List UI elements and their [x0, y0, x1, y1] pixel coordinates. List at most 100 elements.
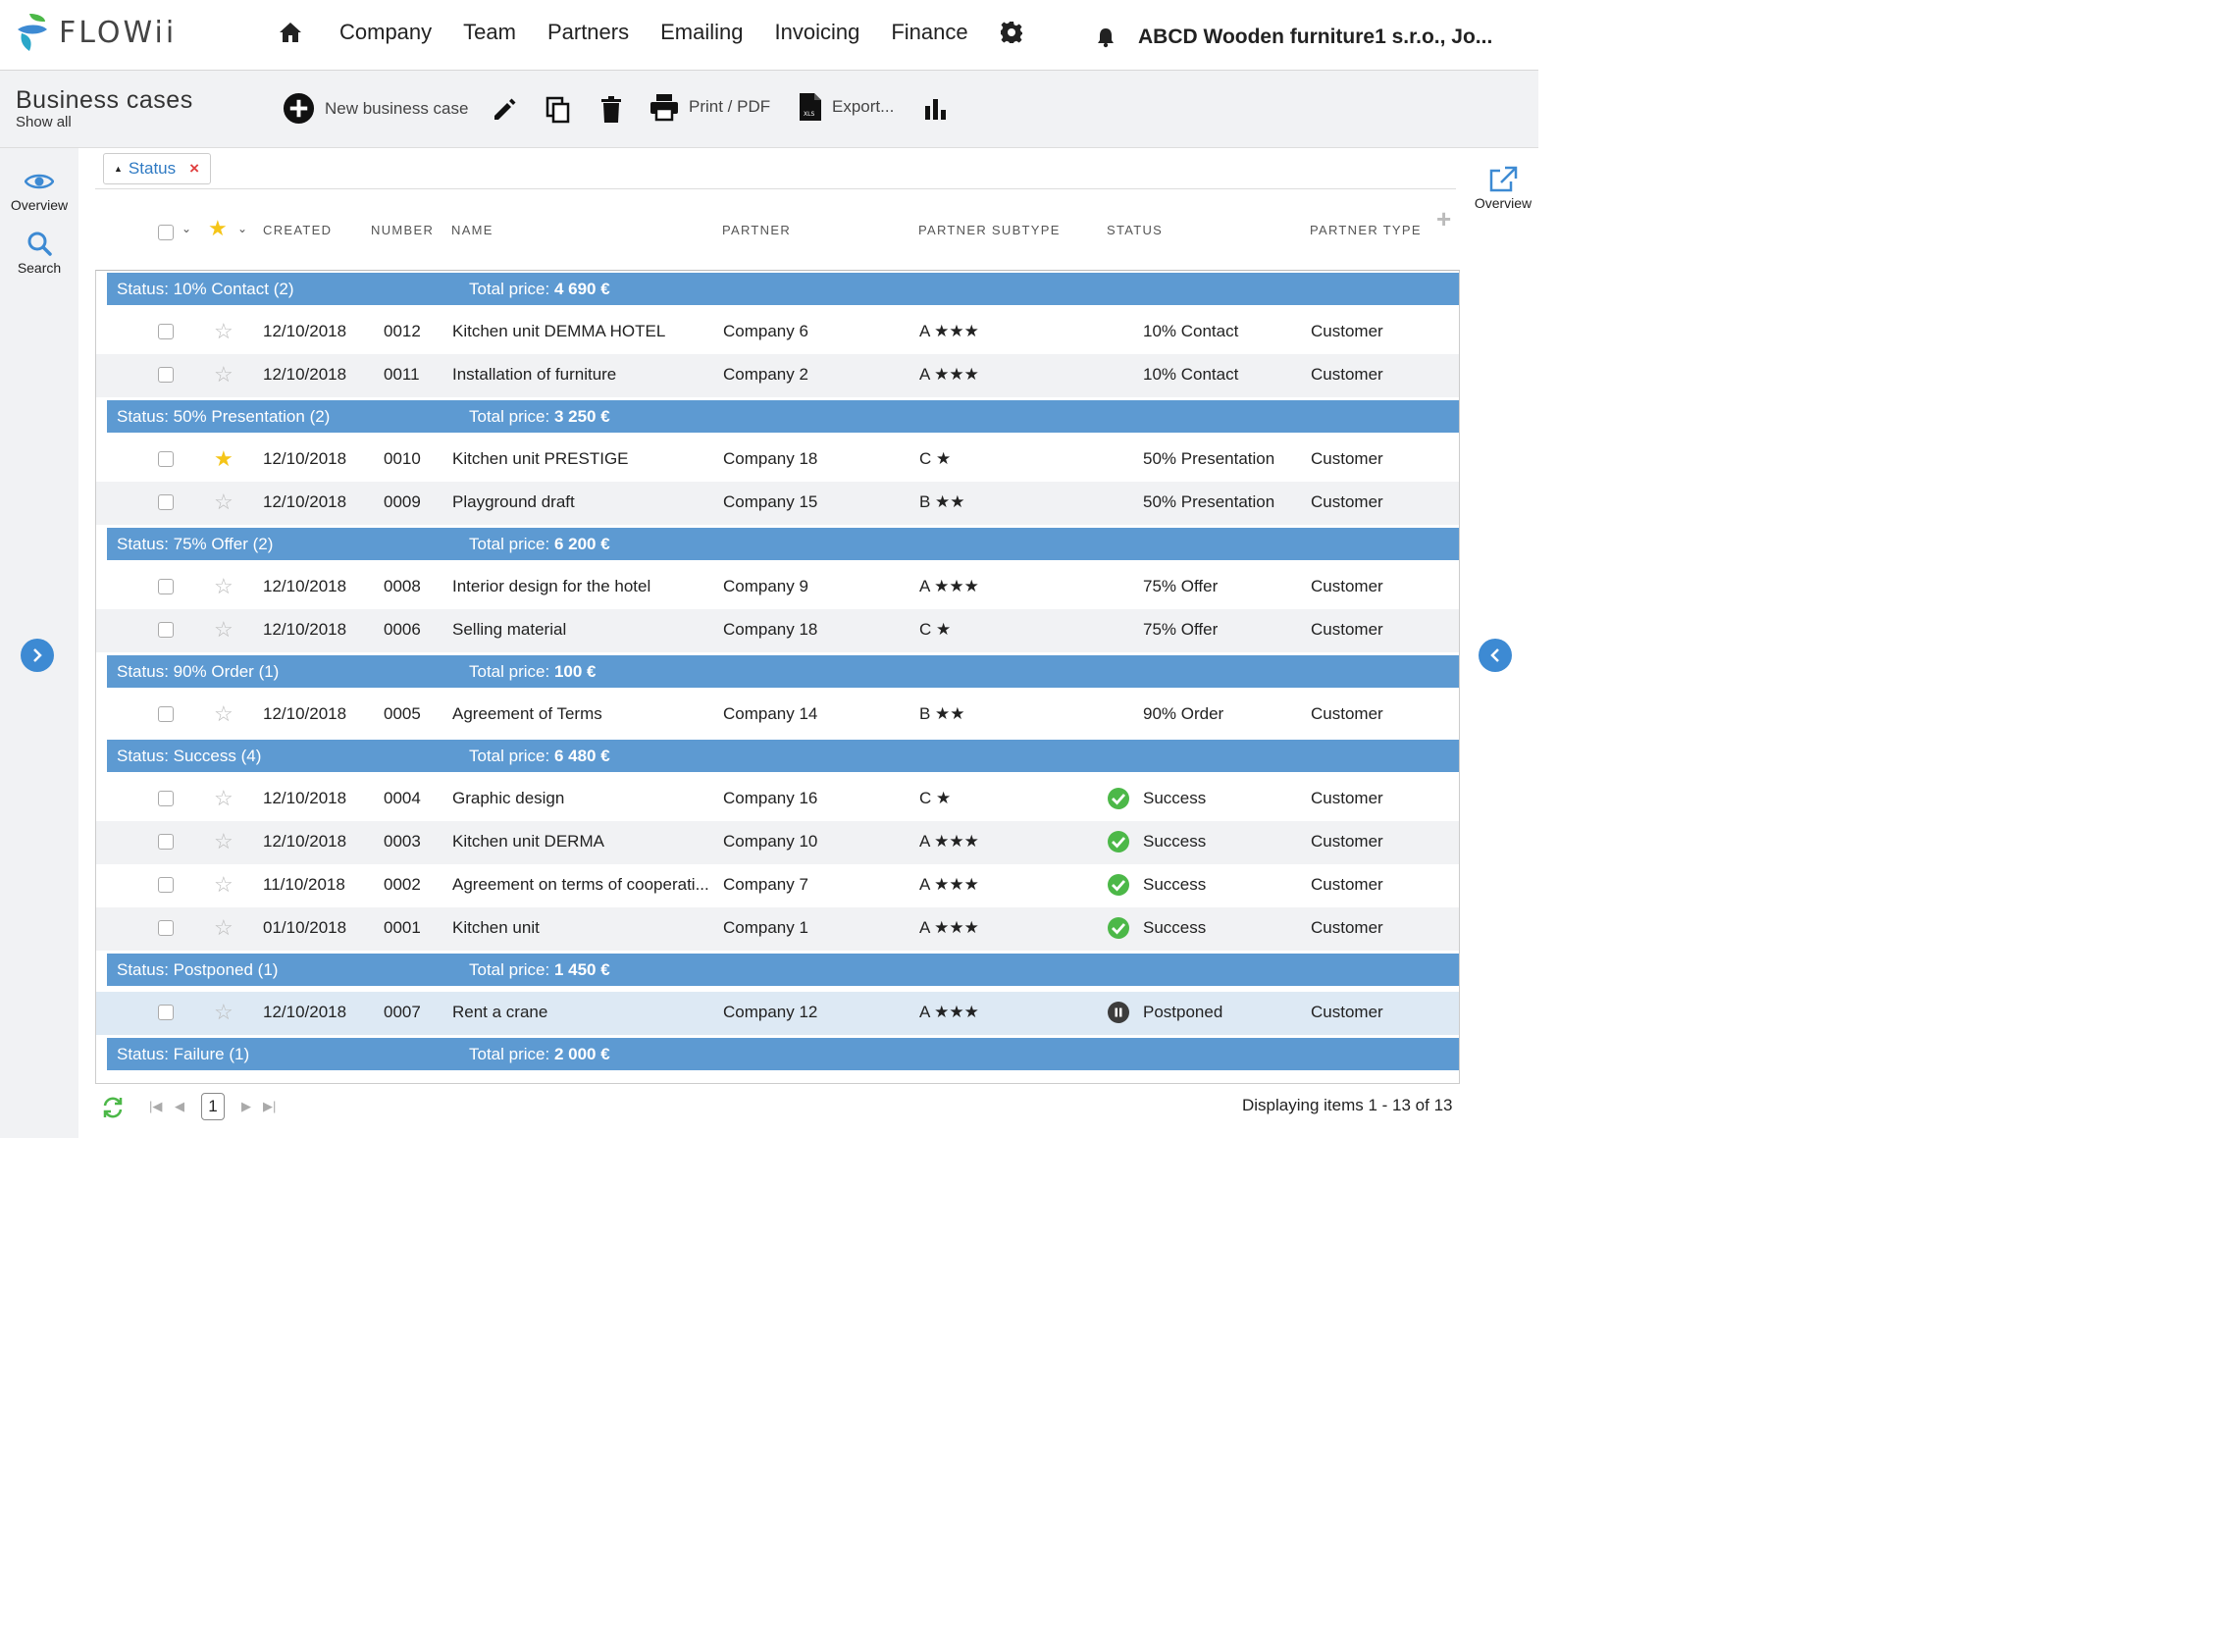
export-button[interactable]: XLS Export...	[799, 92, 894, 122]
cell-name[interactable]: Selling material	[452, 620, 567, 639]
star-outline-icon[interactable]: ☆	[214, 574, 234, 598]
status-group-header[interactable]: Status: 50% Presentation (2) Total price:…	[107, 400, 1459, 433]
table-row[interactable]: ☆ 12/10/2018 0008 Interior design for the h…	[96, 566, 1459, 609]
refresh-icon[interactable]	[102, 1097, 124, 1118]
home-icon[interactable]	[279, 20, 304, 45]
next-page-icon[interactable]: ▶	[241, 1099, 251, 1113]
col-status[interactable]: STATUS	[1107, 223, 1164, 237]
nav-team[interactable]: Team	[463, 20, 516, 44]
star-outline-icon[interactable]: ☆	[214, 1000, 234, 1024]
cell-partner[interactable]: Company 16	[723, 789, 818, 807]
star-outline-icon[interactable]: ☆	[214, 319, 234, 343]
edit-button[interactable]	[493, 96, 518, 122]
status-group-header[interactable]: Status: 75% Offer (2) Total price: 6 200 …	[107, 528, 1459, 560]
remove-group-icon[interactable]: ×	[189, 159, 200, 178]
star-outline-icon[interactable]: ☆	[214, 872, 234, 897]
cell-name[interactable]: Interior design for the hotel	[452, 577, 651, 595]
delete-button[interactable]	[600, 96, 622, 124]
table-row[interactable]: ☆ 12/10/2018 0003 Kitchen unit DERMA Company…	[96, 821, 1459, 864]
first-page-icon[interactable]: |◀	[149, 1099, 163, 1113]
status-group-header[interactable]: Status: Postponed (1) Total price: 1 450 …	[107, 954, 1459, 986]
cell-partner[interactable]: Company 12	[723, 1003, 818, 1021]
star-outline-icon[interactable]: ☆	[214, 829, 234, 853]
row-checkbox[interactable]	[158, 367, 174, 383]
cell-partner[interactable]: Company 15	[723, 492, 818, 511]
prev-page-icon[interactable]: ◀	[175, 1099, 184, 1113]
nav-emailing[interactable]: Emailing	[660, 20, 744, 44]
cell-partner[interactable]: Company 7	[723, 875, 808, 894]
cell-name[interactable]: Agreement on terms of cooperati...	[452, 875, 709, 894]
col-partner-type[interactable]: PARTNER TYPE	[1310, 223, 1422, 237]
row-checkbox[interactable]	[158, 1005, 174, 1020]
status-group-header[interactable]: Status: 90% Order (1) Total price: 100 €	[107, 655, 1459, 688]
cell-name[interactable]: Playground draft	[452, 492, 575, 511]
cell-name[interactable]: Kitchen unit DERMA	[452, 832, 604, 851]
status-group-header[interactable]: Status: Failure (1) Total price: 2 000 €	[107, 1038, 1459, 1070]
table-row[interactable]: ☆ 11/10/2018 0002 Agreement on terms of coo…	[96, 864, 1459, 907]
overview-popout[interactable]: Overview	[1468, 166, 1538, 211]
select-all-checkbox[interactable]	[158, 225, 174, 240]
row-checkbox[interactable]	[158, 579, 174, 594]
flowii-logo[interactable]: FLOWii	[16, 12, 177, 53]
nav-company[interactable]: Company	[339, 20, 433, 44]
star-outline-icon[interactable]: ☆	[214, 701, 234, 726]
view-filter-link[interactable]: Show all	[16, 114, 72, 130]
cell-partner[interactable]: Company 14	[723, 704, 818, 723]
row-checkbox[interactable]	[158, 791, 174, 806]
col-number[interactable]: NUMBER	[371, 223, 435, 237]
bell-icon[interactable]	[1096, 26, 1116, 53]
col-partner[interactable]: PARTNER	[722, 223, 792, 237]
cell-partner[interactable]: Company 2	[723, 365, 808, 384]
row-checkbox[interactable]	[158, 451, 174, 467]
cell-name[interactable]: Graphic design	[452, 789, 565, 807]
cell-name[interactable]: Installation of furniture	[452, 365, 617, 384]
expand-left-panel-button[interactable]	[21, 639, 54, 672]
table-row[interactable]: ☆ 01/10/2018 0001 Kitchen unit Company 1 A ★★…	[96, 907, 1459, 951]
row-checkbox[interactable]	[158, 622, 174, 638]
gear-icon[interactable]	[1000, 20, 1025, 45]
cell-partner[interactable]: Company 10	[723, 832, 818, 851]
col-name[interactable]: NAME	[451, 223, 493, 237]
sidebar-overview[interactable]: Overview	[0, 172, 78, 213]
company-switcher[interactable]: ABCD Wooden furniture1 s.r.o., Jo...	[1138, 26, 1493, 48]
print-pdf-button[interactable]: Print / PDF	[649, 92, 770, 122]
cell-partner[interactable]: Company 9	[723, 577, 808, 595]
select-menu-chevron-icon[interactable]: ⌄	[182, 222, 192, 235]
status-group-header[interactable]: Status: 10% Contact (2) Total price: 4 69…	[107, 273, 1459, 305]
table-row[interactable]: ☆ 12/10/2018 0007 Rent a crane Company 12 A ★…	[96, 992, 1459, 1035]
cell-partner[interactable]: Company 18	[723, 449, 818, 468]
nav-finance[interactable]: Finance	[891, 20, 968, 44]
cell-name[interactable]: Rent a crane	[452, 1003, 548, 1021]
col-created[interactable]: CREATED	[263, 223, 333, 237]
collapse-right-panel-button[interactable]	[1479, 639, 1512, 672]
row-checkbox[interactable]	[158, 706, 174, 722]
cell-partner[interactable]: Company 6	[723, 322, 808, 340]
row-checkbox[interactable]	[158, 877, 174, 893]
star-outline-icon[interactable]: ☆	[214, 617, 234, 642]
cell-name[interactable]: Kitchen unit DEMMA HOTEL	[452, 322, 666, 340]
row-checkbox[interactable]	[158, 920, 174, 936]
star-menu-chevron-icon[interactable]: ⌄	[237, 222, 248, 235]
table-row[interactable]: ☆ 12/10/2018 0005 Agreement of Terms Company…	[96, 694, 1459, 737]
star-outline-icon[interactable]: ☆	[214, 362, 234, 387]
last-page-icon[interactable]: ▶|	[263, 1099, 277, 1113]
new-business-case-button[interactable]: New business case	[283, 92, 468, 125]
cell-partner[interactable]: Company 18	[723, 620, 818, 639]
star-filter-icon[interactable]: ★	[208, 216, 228, 240]
star-outline-icon[interactable]: ☆	[214, 490, 234, 514]
table-row[interactable]: ☆ 12/10/2018 0011 Installation of furniture…	[96, 354, 1459, 397]
table-row[interactable]: ☆12/10/20180013Ordering appliancesCompan…	[96, 1076, 1459, 1083]
star-outline-icon[interactable]: ☆	[214, 915, 234, 940]
page-number-input[interactable]: 1	[201, 1093, 225, 1120]
table-row[interactable]: ☆ 12/10/2018 0012 Kitchen unit DEMMA HOTEL C…	[96, 311, 1459, 354]
cell-name[interactable]: Kitchen unit PRESTIGE	[452, 449, 629, 468]
cell-name[interactable]: Agreement of Terms	[452, 704, 602, 723]
table-row[interactable]: ★ 12/10/2018 0010 Kitchen unit PRESTIGE Comp…	[96, 439, 1459, 482]
row-checkbox[interactable]	[158, 494, 174, 510]
nav-partners[interactable]: Partners	[546, 20, 630, 44]
star-outline-icon[interactable]: ☆	[214, 786, 234, 810]
table-row[interactable]: ☆ 12/10/2018 0006 Selling material Company 1…	[96, 609, 1459, 652]
sidebar-search[interactable]: Search	[0, 231, 78, 276]
statistics-button[interactable]	[924, 98, 948, 120]
status-group-chip[interactable]: ▲ Status ×	[103, 153, 211, 184]
